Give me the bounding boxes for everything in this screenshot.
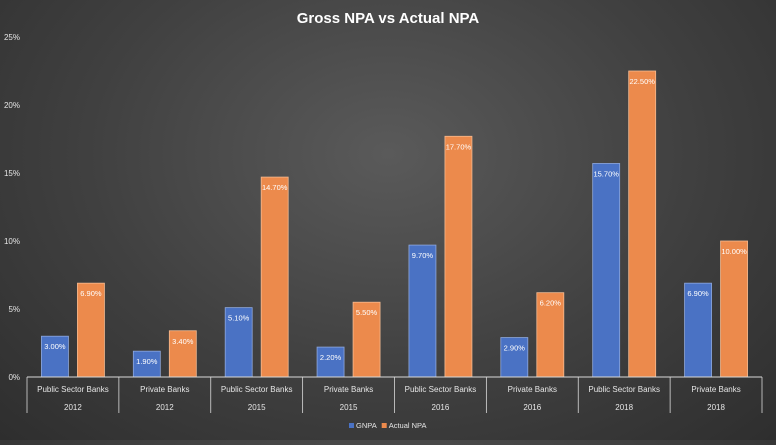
data-label-gnpa: 2.20%: [320, 353, 342, 362]
data-label-actual-npa: 22.50%: [629, 77, 655, 86]
y-tick-label: 25%: [4, 33, 20, 42]
bar-gnpa: [500, 337, 529, 378]
data-label-gnpa: 3.00%: [44, 342, 66, 351]
bar-actual-npa: [260, 176, 289, 378]
data-label-gnpa: 1.90%: [136, 357, 158, 366]
x-year-label: 2012: [64, 403, 82, 412]
y-tick-label: 20%: [4, 101, 20, 110]
data-label-gnpa: 9.70%: [412, 251, 434, 260]
x-year-label: 2012: [156, 403, 174, 412]
data-label-actual-npa: 17.70%: [446, 142, 472, 151]
bar-actual-npa: [444, 135, 473, 378]
bar-actual-npa: [720, 240, 748, 378]
data-label-gnpa: 5.10%: [228, 314, 250, 323]
bar-actual-npa: [168, 330, 197, 378]
data-label-actual-npa: 6.20%: [540, 299, 562, 308]
bar-gnpa: [408, 244, 437, 378]
data-label-actual-npa: 5.50%: [356, 308, 378, 317]
x-year-label: 2018: [615, 403, 633, 412]
y-tick-label: 0%: [8, 373, 20, 382]
data-label-actual-npa: 14.70%: [262, 183, 288, 192]
x-year-label: 2015: [248, 403, 266, 412]
x-category-label: Public Sector Banks: [37, 385, 109, 394]
bar-gnpa: [684, 282, 712, 378]
data-label-gnpa: 2.90%: [504, 344, 526, 353]
y-tick-label: 5%: [8, 305, 20, 314]
x-category-label: Private Banks: [324, 385, 373, 394]
legend-gnpa: GNPA: [356, 421, 377, 430]
data-label-gnpa: 6.90%: [687, 289, 709, 298]
x-category-label: Private Banks: [140, 385, 189, 394]
x-category-label: Private Banks: [691, 385, 740, 394]
data-label-actual-npa: 10.00%: [721, 247, 747, 256]
bar-actual-npa: [628, 70, 657, 378]
x-category-label: Public Sector Banks: [405, 385, 477, 394]
legend-actual-npa: Actual NPA: [389, 421, 427, 430]
data-label-gnpa: 15.70%: [593, 169, 619, 178]
x-year-label: 2018: [707, 403, 725, 412]
y-tick-label: 10%: [4, 237, 20, 246]
x-year-label: 2015: [340, 403, 358, 412]
legend-swatch: [349, 423, 354, 428]
y-tick-label: 15%: [4, 169, 20, 178]
data-label-actual-npa: 3.40%: [172, 337, 194, 346]
bar-gnpa: [316, 346, 345, 378]
x-year-label: 2016: [432, 403, 450, 412]
bar-gnpa: [41, 335, 69, 378]
data-label-actual-npa: 6.90%: [80, 289, 102, 298]
x-category-label: Public Sector Banks: [221, 385, 293, 394]
bar-actual-npa: [77, 282, 105, 378]
legend-swatch: [381, 423, 387, 428]
x-category-label: Private Banks: [508, 385, 557, 394]
chart-title: Gross NPA vs Actual NPA: [297, 10, 480, 27]
bar-gnpa: [592, 163, 621, 378]
x-year-label: 2016: [523, 403, 541, 412]
x-category-label: Public Sector Banks: [588, 385, 660, 394]
